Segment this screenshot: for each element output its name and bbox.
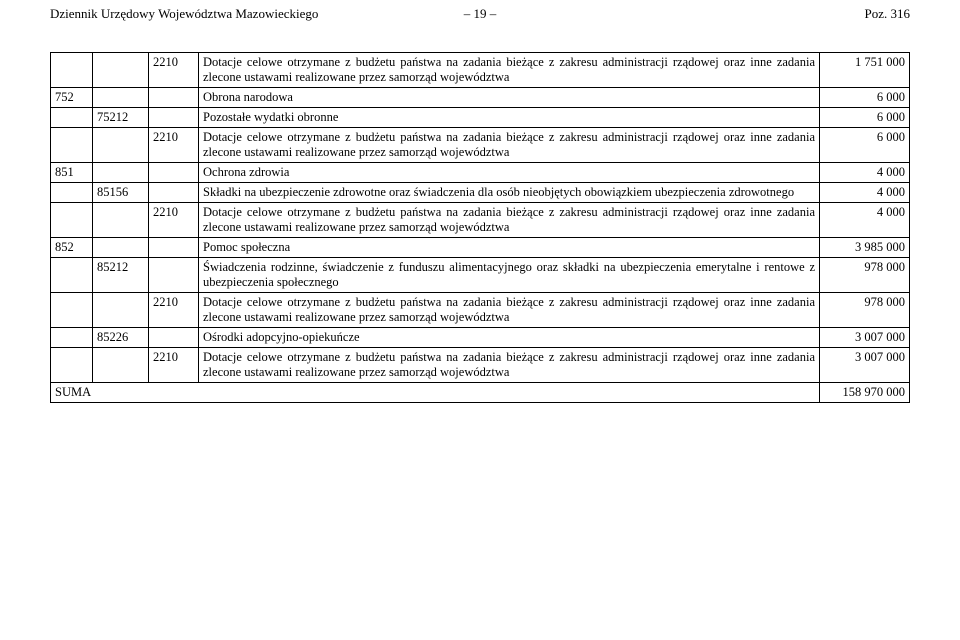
col-description: Dotacje celowe otrzymane z budżetu państ… (199, 53, 820, 88)
col-amount: 6 000 (820, 128, 910, 163)
table-row: 2210Dotacje celowe otrzymane z budżetu p… (51, 203, 910, 238)
col-rozdzial: 75212 (93, 108, 149, 128)
col-amount: 6 000 (820, 88, 910, 108)
col-amount: 4 000 (820, 183, 910, 203)
header-page-number: – 19 – (456, 6, 505, 22)
col-dzial (51, 108, 93, 128)
header-left: Dziennik Urzędowy Województwa Mazowiecki… (50, 6, 456, 22)
page-header: Dziennik Urzędowy Województwa Mazowiecki… (0, 0, 960, 22)
sum-label: SUMA (51, 383, 820, 403)
col-description: Dotacje celowe otrzymane z budżetu państ… (199, 348, 820, 383)
table-row: 75212 Pozostałe wydatki obronne6 000 (51, 108, 910, 128)
col-amount: 1 751 000 (820, 53, 910, 88)
col-amount: 978 000 (820, 293, 910, 328)
col-description: Dotacje celowe otrzymane z budżetu państ… (199, 293, 820, 328)
col-paragraf: 2210 (149, 53, 199, 88)
table-row: 2210Dotacje celowe otrzymane z budżetu p… (51, 293, 910, 328)
col-dzial: 752 (51, 88, 93, 108)
table-row: 85226 Ośrodki adopcyjno-opiekuńcze3 007 0… (51, 328, 910, 348)
col-paragraf (149, 183, 199, 203)
col-amount: 4 000 (820, 203, 910, 238)
col-paragraf (149, 108, 199, 128)
col-description: Pomoc społeczna (199, 238, 820, 258)
col-amount: 3 007 000 (820, 328, 910, 348)
col-rozdzial (93, 348, 149, 383)
col-paragraf (149, 258, 199, 293)
col-dzial (51, 258, 93, 293)
budget-table: 2210Dotacje celowe otrzymane z budżetu p… (50, 52, 910, 403)
col-description: Ośrodki adopcyjno-opiekuńcze (199, 328, 820, 348)
col-dzial (51, 293, 93, 328)
col-amount: 978 000 (820, 258, 910, 293)
col-description: Świadczenia rodzinne, świadczenie z fund… (199, 258, 820, 293)
col-rozdzial (93, 238, 149, 258)
col-paragraf: 2210 (149, 128, 199, 163)
col-description: Obrona narodowa (199, 88, 820, 108)
col-paragraf (149, 88, 199, 108)
col-amount: 3 007 000 (820, 348, 910, 383)
col-paragraf: 2210 (149, 293, 199, 328)
col-rozdzial (93, 88, 149, 108)
col-rozdzial (93, 163, 149, 183)
col-rozdzial (93, 293, 149, 328)
col-rozdzial: 85212 (93, 258, 149, 293)
table-row: 2210Dotacje celowe otrzymane z budżetu p… (51, 128, 910, 163)
table-footer-row: SUMA158 970 000 (51, 383, 910, 403)
col-paragraf (149, 328, 199, 348)
col-description: Dotacje celowe otrzymane z budżetu państ… (199, 128, 820, 163)
col-rozdzial (93, 128, 149, 163)
col-paragraf: 2210 (149, 203, 199, 238)
content: 2210Dotacje celowe otrzymane z budżetu p… (0, 22, 960, 403)
header-right: Poz. 316 (504, 6, 910, 22)
col-paragraf: 2210 (149, 348, 199, 383)
col-description: Składki na ubezpieczenie zdrowotne oraz … (199, 183, 820, 203)
table-row: 852 Pomoc społeczna3 985 000 (51, 238, 910, 258)
table-row: 2210Dotacje celowe otrzymane z budżetu p… (51, 53, 910, 88)
col-amount: 4 000 (820, 163, 910, 183)
col-description: Pozostałe wydatki obronne (199, 108, 820, 128)
table-row: 752 Obrona narodowa6 000 (51, 88, 910, 108)
col-dzial (51, 53, 93, 88)
col-dzial (51, 328, 93, 348)
col-paragraf (149, 238, 199, 258)
col-paragraf (149, 163, 199, 183)
col-description: Dotacje celowe otrzymane z budżetu państ… (199, 203, 820, 238)
table-row: 85156 Składki na ubezpieczenie zdrowotne … (51, 183, 910, 203)
col-description: Ochrona zdrowia (199, 163, 820, 183)
col-rozdzial (93, 53, 149, 88)
col-dzial: 852 (51, 238, 93, 258)
col-rozdzial: 85226 (93, 328, 149, 348)
sum-amount: 158 970 000 (820, 383, 910, 403)
col-amount: 6 000 (820, 108, 910, 128)
col-dzial (51, 348, 93, 383)
col-dzial: 851 (51, 163, 93, 183)
col-dzial (51, 203, 93, 238)
col-dzial (51, 183, 93, 203)
col-amount: 3 985 000 (820, 238, 910, 258)
table-row: 851 Ochrona zdrowia4 000 (51, 163, 910, 183)
table-row: 2210Dotacje celowe otrzymane z budżetu p… (51, 348, 910, 383)
col-rozdzial (93, 203, 149, 238)
table-row: 85212 Świadczenia rodzinne, świadczenie z… (51, 258, 910, 293)
col-rozdzial: 85156 (93, 183, 149, 203)
col-dzial (51, 128, 93, 163)
